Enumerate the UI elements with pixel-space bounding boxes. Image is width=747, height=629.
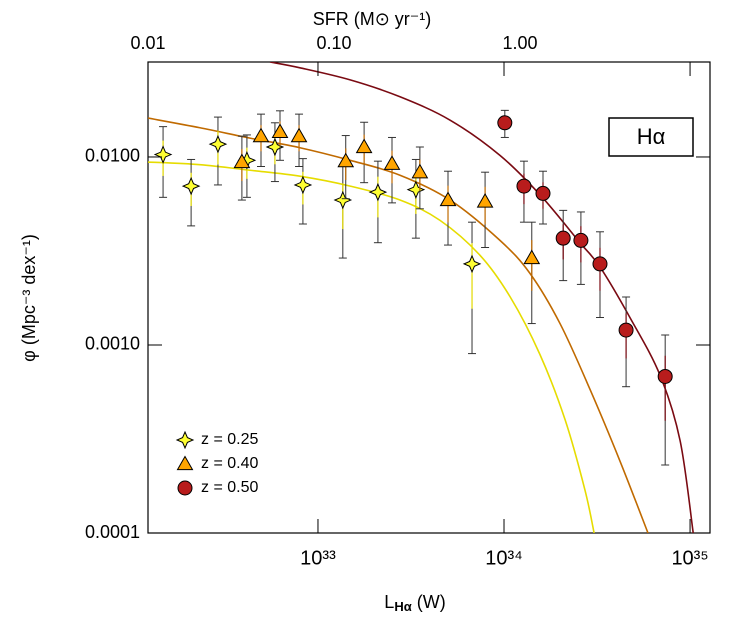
x2-tick-label: 1.00 (503, 33, 538, 53)
marker (208, 134, 228, 154)
marker (233, 153, 251, 169)
marker (181, 176, 201, 196)
x-axis-label: LHα (W) (384, 592, 445, 615)
plot-frame (147, 61, 711, 534)
marker (535, 185, 551, 201)
y-tick-label: 0.0010 (85, 334, 140, 354)
marker (439, 191, 457, 207)
marker (462, 254, 482, 274)
fit-curve (148, 161, 595, 533)
marker (592, 256, 608, 272)
marker (265, 137, 285, 157)
marker (290, 127, 308, 143)
y-tick-label: 0.0100 (85, 146, 140, 166)
plot-area (148, 62, 695, 533)
legend-label: z = 0.50 (201, 479, 258, 496)
legend-marker (177, 480, 193, 496)
marker (657, 368, 673, 384)
x-tick-label: 10³³ (300, 547, 336, 569)
marker (476, 192, 494, 208)
x2-tick-label: 0.10 (316, 33, 351, 53)
y-tick-label: 0.0001 (85, 522, 140, 542)
x-label-sub: Hα (394, 599, 411, 614)
marker (252, 127, 270, 143)
annotation-box (608, 117, 694, 157)
annotation: Hα (637, 124, 666, 149)
y-axis-label: φ (Mpc⁻³ dex⁻¹) (19, 234, 39, 362)
marker (618, 322, 634, 338)
x-label-unit: (W) (412, 592, 446, 612)
marker (383, 155, 401, 170)
marker (337, 152, 355, 168)
legend-label: z = 0.25 (201, 431, 258, 448)
legend-marker (175, 430, 195, 450)
marker (555, 230, 571, 246)
x2-axis-label: SFR (M⊙ yr⁻¹) (313, 9, 432, 29)
marker (523, 249, 541, 265)
marker (153, 145, 173, 164)
legend-label: z = 0.40 (201, 455, 258, 472)
x-label-main: L (384, 592, 394, 612)
x-tick-label: 10³⁵ (671, 547, 708, 569)
marker (573, 232, 589, 248)
marker (293, 175, 313, 195)
marker (333, 190, 353, 210)
x2-tick-label: 0.01 (130, 33, 165, 53)
x-tick-label: 10³⁴ (485, 547, 523, 569)
marker (497, 115, 513, 131)
legend-marker (176, 455, 194, 471)
marker (516, 178, 532, 194)
marker (411, 163, 429, 179)
fit-curve (148, 117, 649, 533)
marker (271, 123, 289, 138)
marker (355, 138, 373, 154)
marker (368, 182, 388, 202)
